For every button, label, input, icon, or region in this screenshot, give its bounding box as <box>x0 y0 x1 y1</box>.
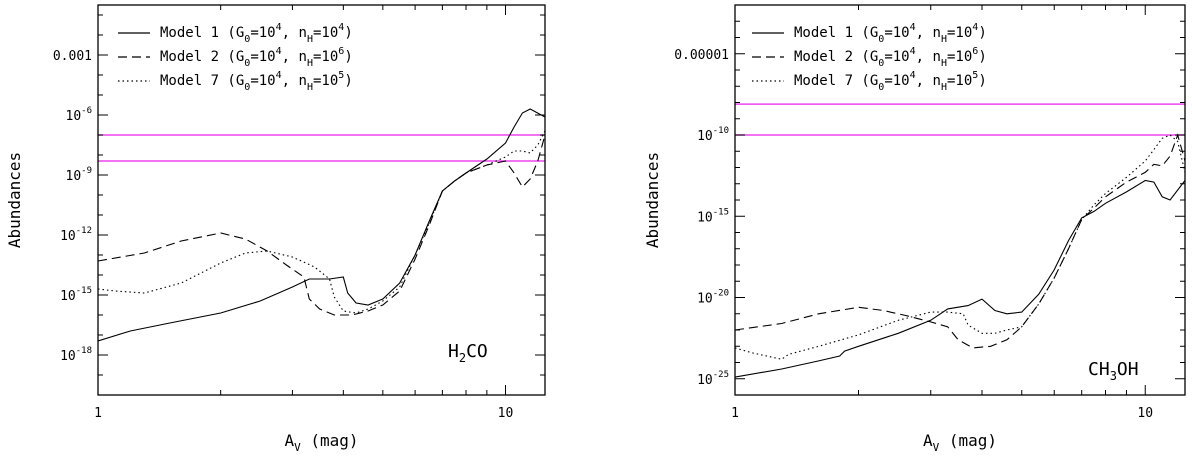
y-axis-label: Abundances <box>5 152 24 248</box>
plot-frame <box>97 4 546 396</box>
x-tick-label: 10 <box>498 406 514 421</box>
x-axis-label: AV (mag) <box>923 431 997 454</box>
y-tick-label: 10-10 <box>697 126 729 144</box>
legend-entry: Model 1 (G0=104, nH=104) <box>794 22 987 45</box>
species-label: CH3OH <box>1088 359 1139 383</box>
y-tick-label: 10-12 <box>60 226 92 244</box>
chart-panel-h2co: 1 10 0.001 10-6 10-9 10-12 10-15 10-18 AV (mag) A… <box>5 4 546 454</box>
y-tick-label: 10-6 <box>66 106 93 124</box>
x-tick-label: 1 <box>94 406 102 421</box>
series-line-model-7 <box>98 130 545 314</box>
series-line-model-1 <box>98 108 545 342</box>
y-tick-label: 10-15 <box>60 286 92 304</box>
x-tick-label: 10 <box>1137 406 1153 421</box>
legend-entry: Model 2 (G0=104, nH=106) <box>160 46 353 69</box>
y-tick-label: 10-25 <box>697 370 729 388</box>
y-tick-label: 10-9 <box>66 166 93 184</box>
x-tick-label: 1 <box>731 406 739 421</box>
y-tick-label: 10-18 <box>60 346 92 364</box>
y-tick-label: 0.001 <box>53 49 92 64</box>
legend-entry: Model 7 (G0=104, nH=105) <box>160 70 353 93</box>
species-label: H2CO <box>448 341 488 365</box>
legend-entry: Model 1 (G0=104, nH=104) <box>160 22 353 45</box>
series-line-model-2 <box>735 133 1185 349</box>
series-line-model-1 <box>735 179 1185 378</box>
y-tick-label: 10-15 <box>697 207 729 225</box>
legend-entry: Model 2 (G0=104, nH=106) <box>794 46 987 69</box>
x-axis-label: AV (mag) <box>284 431 358 454</box>
chart-panel-ch3oh: 1 10 0.00001 10-10 10-15 10-20 10-25 AV (mag) Ab… <box>643 4 1186 454</box>
y-tick-label: 0.00001 <box>674 48 729 63</box>
y-axis-label: Abundances <box>643 152 662 248</box>
series-line-model-7 <box>735 134 1185 360</box>
legend-entry: Model 7 (G0=104, nH=105) <box>794 70 987 93</box>
series-line-model-2 <box>98 134 545 316</box>
y-tick-label: 10-20 <box>697 289 729 307</box>
